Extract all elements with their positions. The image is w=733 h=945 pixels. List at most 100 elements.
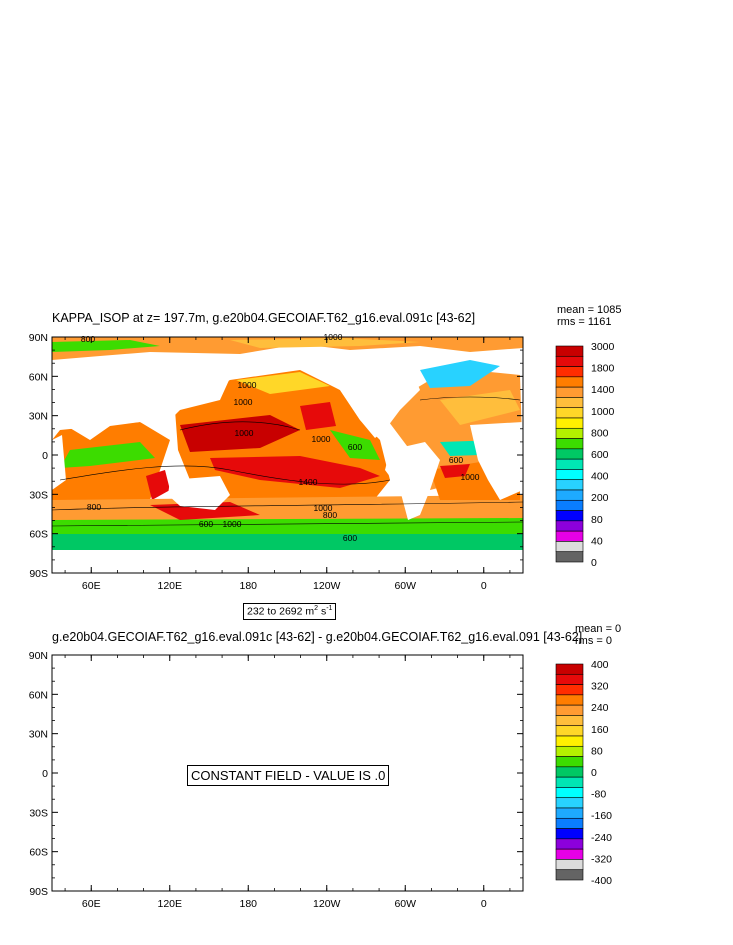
eurasia-landmass — [52, 360, 230, 440]
antarctic-margin — [52, 534, 523, 550]
colorbar-swatch — [555, 756, 584, 768]
colorbar-label: 400 — [591, 659, 609, 671]
panel2-mean: mean = 0 — [575, 623, 622, 635]
panel1-stats: mean = 1085 rms = 1161 — [557, 304, 622, 328]
x-tick-label: 180 — [239, 580, 257, 592]
contour-line — [52, 501, 523, 511]
colorbar-swatch — [555, 541, 584, 553]
contour-label: 1000 — [234, 397, 253, 407]
contour-label: 600 — [348, 442, 362, 452]
colorbar-swatch — [555, 745, 584, 757]
colorbar-label: -400 — [591, 875, 612, 887]
colorbar-swatch — [555, 427, 584, 439]
panel1-mean: mean = 1085 — [557, 304, 622, 316]
colorbar-label: 0 — [591, 557, 597, 569]
x-tick-label: 120W — [313, 580, 341, 592]
pacific-east-green — [330, 430, 380, 460]
x-tick-label: 120W — [313, 898, 341, 910]
contour-label: 1000 — [238, 380, 257, 390]
pacific-north-yellow — [236, 372, 330, 394]
colorbar-label: 400 — [591, 471, 609, 483]
colorbar-label: 240 — [591, 702, 609, 714]
x-tick-label: 60E — [82, 898, 101, 910]
colorbar-swatch — [555, 817, 584, 829]
colorbar-label: -160 — [591, 810, 612, 822]
panel1-field — [52, 337, 523, 573]
colorbar-swatch — [555, 787, 584, 799]
colorbar-swatch — [555, 417, 584, 429]
colorbar-swatch — [555, 859, 584, 871]
colorbar-swatch — [555, 520, 584, 532]
colorbar-swatch — [555, 725, 584, 737]
colorbar-label: 200 — [591, 492, 609, 504]
colorbar-swatch — [555, 869, 584, 881]
colorbar-swatch — [555, 479, 584, 491]
y-tick-label: 60N — [29, 689, 48, 701]
colorbar-swatch — [555, 366, 584, 378]
colorbar-swatch — [555, 438, 584, 450]
x-tick-label: 120E — [157, 580, 182, 592]
colorbar-swatch — [555, 673, 584, 685]
colorbar-label: 80 — [591, 514, 603, 526]
arctic-yellow-patch — [230, 338, 420, 348]
colorbar-label: 0 — [591, 767, 597, 779]
australia-landmass — [168, 476, 230, 510]
panel2-colorbar: 400 320 240 160 80 0 -80 -160 -240 -320 -400 — [555, 659, 612, 887]
contour-label: 1000 — [461, 472, 480, 482]
colorbar-swatch — [555, 489, 584, 501]
colorbar-swatch — [555, 376, 584, 388]
colorbar-swatch — [555, 469, 584, 481]
south-america-landmass — [385, 442, 440, 520]
africa-landmass — [470, 422, 523, 500]
colorbar-label: -320 — [591, 853, 612, 865]
x-tick-label: 0 — [481, 580, 487, 592]
y-tick-label: 90S — [29, 886, 48, 898]
panel2-ticks: 60E 120E 180 120W 60W 0 90N 60N 30N 0 30S 60S 90S — [29, 650, 523, 910]
panel2-stats: mean = 0 rms = 0 — [575, 623, 621, 647]
southern-ocean-green — [52, 518, 523, 536]
x-tick-label: 0 — [481, 898, 487, 910]
colorbar-label: 80 — [591, 745, 603, 757]
y-tick-label: 30N — [29, 729, 48, 741]
colorbar-swatch — [555, 684, 584, 696]
y-tick-label: 60S — [29, 847, 48, 859]
colorbar-label: -80 — [591, 789, 606, 801]
north-america-landmass — [300, 360, 420, 438]
contour-line — [179, 421, 301, 431]
x-tick-label: 60E — [82, 580, 101, 592]
panel1-range-note: 232 to 2692 m2 s-1 — [243, 603, 337, 620]
colorbar-swatch — [555, 386, 584, 398]
colorbar-swatch — [555, 530, 584, 542]
x-tick-label: 60W — [394, 580, 416, 592]
panel1-rms: rms = 1161 — [557, 316, 612, 328]
indian-ocean-red — [146, 470, 170, 500]
x-tick-label: 180 — [239, 898, 257, 910]
y-tick-label: 0 — [42, 768, 48, 780]
y-tick-label: 60S — [29, 529, 48, 541]
contour-label: 1000 — [223, 519, 242, 529]
antarctica-landmass — [52, 550, 523, 573]
southern-red — [150, 502, 260, 520]
colorbar-label: 3000 — [591, 341, 615, 353]
y-tick-label: 30N — [29, 411, 48, 423]
colorbar-swatch — [555, 766, 584, 778]
contour-line — [419, 396, 521, 401]
y-tick-label: 30S — [29, 807, 48, 819]
colorbar-label: 160 — [591, 724, 609, 736]
contour-label: 800 — [323, 510, 337, 520]
colorbar-swatch — [555, 735, 584, 747]
colorbar-swatch — [555, 848, 584, 860]
y-tick-label: 90N — [29, 332, 48, 344]
colorbar-label: 1400 — [591, 384, 615, 396]
y-tick-label: 90S — [29, 568, 48, 580]
range-sup-2: -1 — [326, 605, 333, 612]
colorbar-swatch — [555, 407, 584, 419]
labrador-cyan — [420, 360, 500, 388]
colorbar-label: 40 — [591, 535, 603, 547]
colorbar-swatch — [555, 355, 584, 367]
colorbar-label: -240 — [591, 832, 612, 844]
colorbar-swatch — [555, 776, 584, 788]
colorbar-label: 600 — [591, 449, 609, 461]
east-africa-landmass — [52, 435, 66, 490]
